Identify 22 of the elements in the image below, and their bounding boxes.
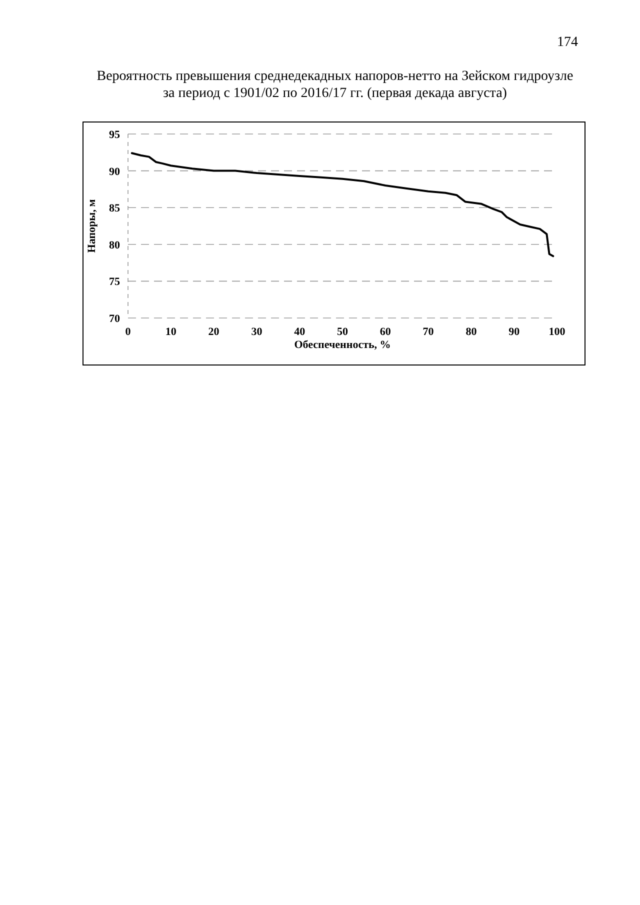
y-tick-label: 75 bbox=[109, 276, 120, 288]
y-tick-label: 90 bbox=[109, 166, 120, 178]
y-tick-label: 95 bbox=[109, 129, 120, 141]
y-tick-label: 70 bbox=[109, 313, 120, 325]
x-tick-label: 70 bbox=[422, 326, 434, 338]
x-tick-label: 20 bbox=[208, 326, 220, 338]
x-tick-label: 80 bbox=[466, 326, 478, 338]
x-axis-title: Обеспеченность, % bbox=[294, 339, 391, 351]
x-tick-label: 0 bbox=[125, 326, 132, 338]
y-axis-title: Напоры, м bbox=[86, 198, 98, 253]
x-tick-label: 100 bbox=[548, 326, 566, 338]
y-tick-label: 85 bbox=[109, 202, 120, 215]
x-tick-label: 90 bbox=[508, 326, 520, 338]
x-tick-label: 60 bbox=[380, 326, 392, 338]
line-series bbox=[130, 152, 554, 258]
x-tick-label: 40 bbox=[294, 326, 306, 338]
y-tick-label: 80 bbox=[109, 239, 120, 252]
x-tick-label: 50 bbox=[337, 326, 348, 338]
text: 174 bbox=[557, 35, 578, 50]
x-tick-label: 10 bbox=[165, 326, 177, 338]
x-tick-label: 30 bbox=[251, 326, 263, 338]
chart-title: Вероятность превышения среднедекадных напоров-нетто на Зейском гидроузле за период с 1901/02 по 2016/17 гг. (первая декада августа) bbox=[96, 69, 574, 101]
